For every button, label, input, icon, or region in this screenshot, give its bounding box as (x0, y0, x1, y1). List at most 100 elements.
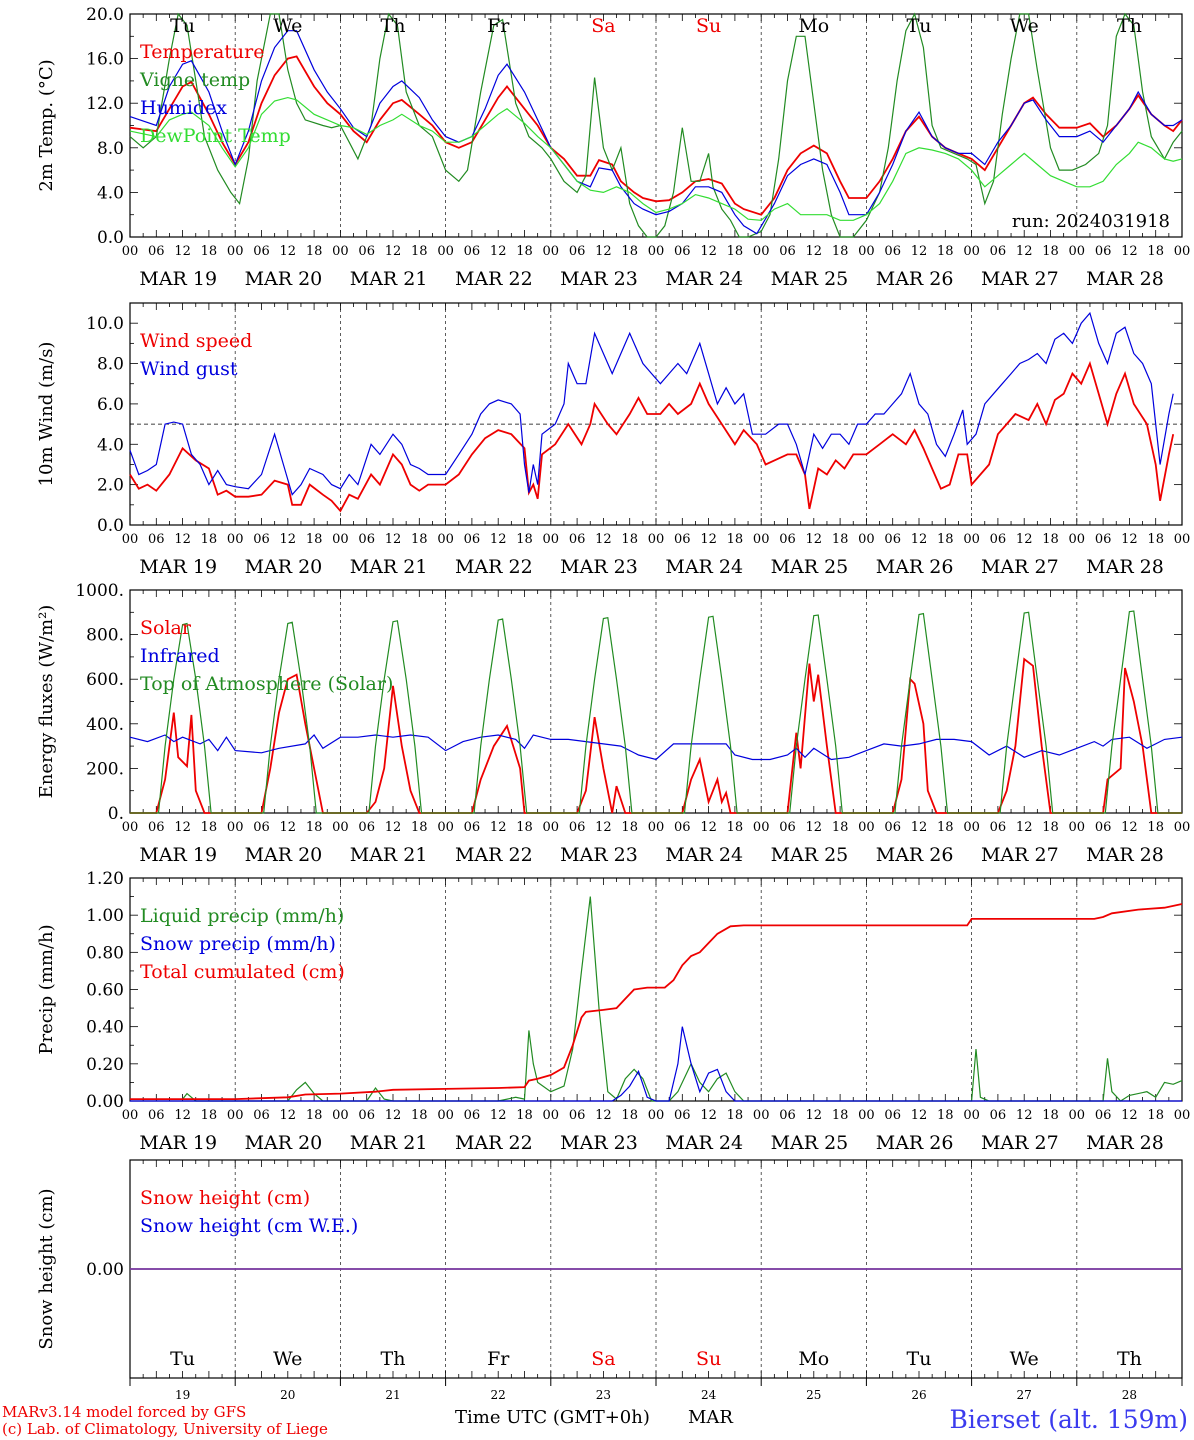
hour-tick-label: 12 (385, 1108, 402, 1123)
hour-tick-label: 00 (648, 820, 665, 835)
legend-entry: Vigne temp (139, 69, 250, 91)
hour-tick-label: 00 (963, 532, 980, 547)
y-tick-label: 20.0 (86, 5, 124, 25)
hour-tick-label: 06 (464, 1108, 481, 1123)
hour-tick-label: 00 (753, 532, 770, 547)
hour-tick-label: 18 (411, 244, 428, 259)
date-label: MAR 23 (560, 268, 638, 290)
hour-tick-label: 06 (990, 244, 1007, 259)
hour-tick-label: 12 (595, 1108, 612, 1123)
hour-tick-label: 06 (569, 244, 586, 259)
hour-tick-label: 12 (1121, 1108, 1138, 1123)
y-tick-label: 10.0 (86, 314, 124, 334)
weekday-label: Su (696, 15, 721, 37)
hour-tick-label: 06 (674, 244, 691, 259)
hour-tick-label: 00 (1174, 244, 1191, 259)
hour-tick-label: 12 (385, 244, 402, 259)
hour-tick-label: 12 (1121, 244, 1138, 259)
hour-tick-label: 18 (306, 1108, 323, 1123)
hour-tick-label: 18 (727, 532, 744, 547)
hour-tick-label: 18 (306, 532, 323, 547)
hour-tick-label: 12 (700, 244, 717, 259)
hour-tick-label: 18 (621, 820, 638, 835)
series-total-cumulated-cm (130, 903, 1183, 1100)
date-label: MAR 28 (1086, 556, 1164, 578)
hour-tick-label: 18 (1147, 532, 1164, 547)
hour-tick-label: 06 (464, 820, 481, 835)
hour-tick-label: 12 (280, 1108, 297, 1123)
y-tick-label: 8.0 (97, 355, 124, 375)
hour-tick-label: 18 (516, 244, 533, 259)
panel-1: 0.0 4.0 8.0 12.0 16.0 20.0 2m Temp. (°C) Temper… (36, 5, 1190, 290)
hour-tick-label: 06 (358, 532, 375, 547)
hour-tick-label: 00 (1174, 1108, 1191, 1123)
weekday-label: We (273, 15, 302, 37)
date-label: MAR 28 (1086, 268, 1164, 290)
hour-tick-label: 06 (884, 532, 901, 547)
hour-tick-label: 12 (700, 532, 717, 547)
y-tick-label: 12.0 (86, 94, 124, 114)
hour-tick-label: 18 (306, 820, 323, 835)
hour-tick-label: 00 (1069, 244, 1086, 259)
credit-line2: (c) Lab. of Climatology, University of L… (2, 1420, 328, 1438)
hour-tick-label: 18 (411, 1108, 428, 1123)
hour-tick-label: 12 (385, 820, 402, 835)
series-wind-gust (129, 311, 1174, 496)
hour-tick-label: 12 (911, 820, 928, 835)
hour-tick-label: 00 (648, 1108, 665, 1123)
weekday-label: Th (381, 15, 406, 37)
hour-tick-label: 00 (227, 820, 244, 835)
hour-tick-label: 12 (595, 820, 612, 835)
hour-tick-label: 00 (227, 532, 244, 547)
hour-tick-label: 12 (911, 1108, 928, 1123)
hour-tick-label: 12 (1121, 820, 1138, 835)
legend-entry: Wind gust (140, 358, 238, 380)
y-tick-label: 1000. (75, 581, 124, 601)
hour-tick-label: 18 (1042, 1108, 1059, 1123)
hour-tick-label: 06 (148, 532, 165, 547)
hour-tick-label: 12 (280, 820, 297, 835)
hour-tick-label: 06 (779, 1108, 796, 1123)
y-tick-label: 0.0 (97, 516, 124, 536)
weekday-label: Mo (798, 15, 829, 37)
hour-tick-label: 00 (648, 532, 665, 547)
weekday-label: We (273, 1348, 302, 1370)
hour-tick-label: 00 (122, 1108, 139, 1123)
hour-tick-label: 18 (516, 532, 533, 547)
series-top-of-atmosphere-solar (130, 610, 1182, 814)
weekday-label: Fr (487, 15, 510, 37)
hour-tick-label: 18 (937, 820, 954, 835)
hour-tick-label: 06 (990, 820, 1007, 835)
hour-tick-label: 06 (884, 820, 901, 835)
weekday-label: We (1010, 15, 1039, 37)
y-tick-label: 0.40 (86, 1018, 124, 1038)
date-label: MAR 22 (455, 844, 533, 866)
hour-tick-label: 06 (779, 820, 796, 835)
legend-entry: Snow height (cm) (140, 1187, 310, 1209)
hour-tick-label: 18 (411, 820, 428, 835)
hour-tick-label: 00 (858, 532, 875, 547)
y-tick-label: 0.00 (86, 1260, 124, 1280)
hour-tick-label: 00 (1174, 532, 1191, 547)
hour-tick-label: 18 (621, 244, 638, 259)
date-label: MAR 24 (665, 1132, 743, 1154)
hour-tick-label: 06 (358, 1108, 375, 1123)
hour-tick-label: 18 (201, 820, 218, 835)
day-number-label: 28 (1122, 1388, 1137, 1402)
date-label: MAR 22 (455, 1132, 533, 1154)
hour-tick-label: 00 (1174, 820, 1191, 835)
legend-entry: Snow height (cm W.E.) (140, 1215, 358, 1237)
y-tick-label: 6.0 (97, 395, 124, 415)
hour-tick-label: 12 (490, 244, 507, 259)
series-wind-speed (129, 360, 1175, 513)
weekday-label: We (1010, 1348, 1039, 1370)
hour-tick-label: 06 (674, 820, 691, 835)
date-label: MAR 26 (876, 556, 954, 578)
hour-tick-label: 00 (858, 244, 875, 259)
date-label: MAR 25 (771, 268, 849, 290)
date-label: MAR 19 (139, 1132, 217, 1154)
legend-entry: Snow precip (mm/h) (140, 933, 336, 955)
hour-tick-label: 18 (1147, 820, 1164, 835)
date-label: MAR 23 (560, 1132, 638, 1154)
day-number-label: 22 (491, 1388, 506, 1402)
